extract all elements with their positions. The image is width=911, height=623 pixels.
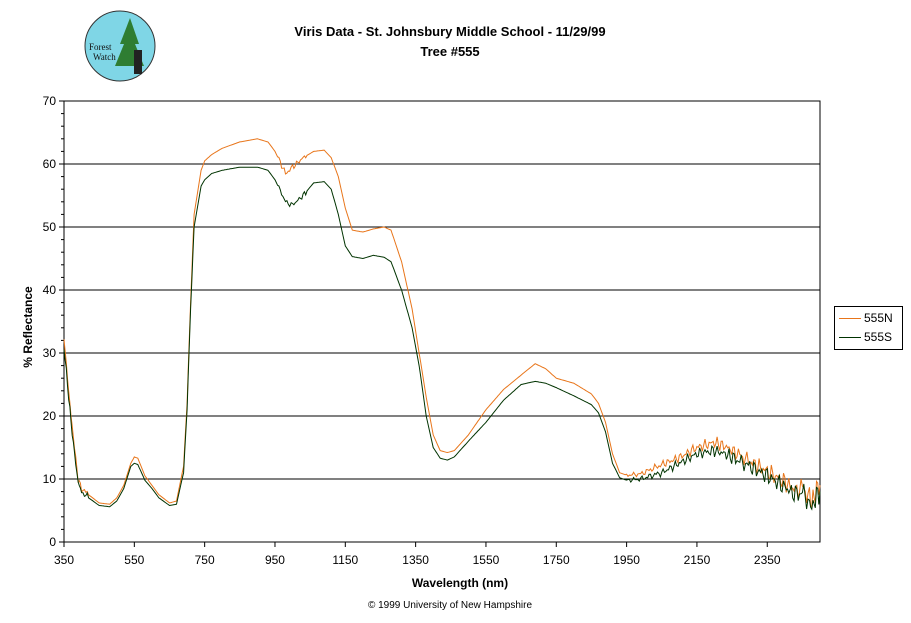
x-tick-label: 1550 — [473, 553, 500, 567]
legend: 555N 555S — [834, 306, 903, 350]
y-axis-label: % Reflectance — [21, 286, 35, 368]
legend-label-555n: 555N — [864, 311, 893, 325]
series-line-555s — [63, 166, 821, 511]
y-tick-label: 70 — [43, 94, 57, 108]
y-tick-label: 50 — [43, 220, 57, 234]
forest-watch-logo: Forest Watch — [84, 10, 156, 82]
y-tick-label: 60 — [43, 157, 57, 171]
y-tick-label: 10 — [43, 472, 57, 486]
copyright-note: © 1999 University of New Hampshire — [367, 600, 533, 611]
x-tick-label: 950 — [265, 553, 285, 567]
y-tick-label: 20 — [43, 409, 57, 423]
x-tick-label: 1350 — [402, 553, 429, 567]
x-tick-label: 550 — [124, 553, 144, 567]
x-tick-label: 1150 — [332, 553, 358, 567]
x-tick-label: 350 — [54, 553, 74, 567]
chart-title: Viris Data - St. Johnsbury Middle School… — [294, 24, 606, 39]
svg-text:Watch: Watch — [93, 52, 116, 62]
y-tick-label: 40 — [43, 283, 57, 297]
gridlines — [64, 163, 820, 480]
chart-subtitle: Tree #555 — [420, 44, 480, 59]
y-tick-label: 30 — [43, 346, 57, 360]
x-tick-label: 1750 — [543, 553, 570, 567]
x-tick-label: 2150 — [684, 553, 711, 567]
plot-frame — [63, 100, 821, 543]
x-axis-label: Wavelength (nm) — [411, 576, 509, 590]
legend-swatch-555s — [839, 336, 861, 338]
legend-item-555n: 555N — [839, 311, 893, 325]
x-tick-label: 750 — [195, 553, 215, 567]
x-tick-label: 2350 — [754, 553, 781, 567]
legend-item-555s: 555S — [839, 330, 892, 344]
y-tick-label: 0 — [49, 535, 56, 549]
axis-ticks: 0 10 20 30 40 50 60 70 350 550 750 950 1150 1350 1550 1… — [43, 94, 781, 567]
legend-label-555s: 555S — [864, 330, 893, 344]
svg-text:Forest: Forest — [89, 42, 112, 52]
x-tick-label: 1950 — [613, 553, 640, 567]
series-lines — [63, 138, 821, 511]
legend-swatch-555n — [839, 317, 861, 319]
